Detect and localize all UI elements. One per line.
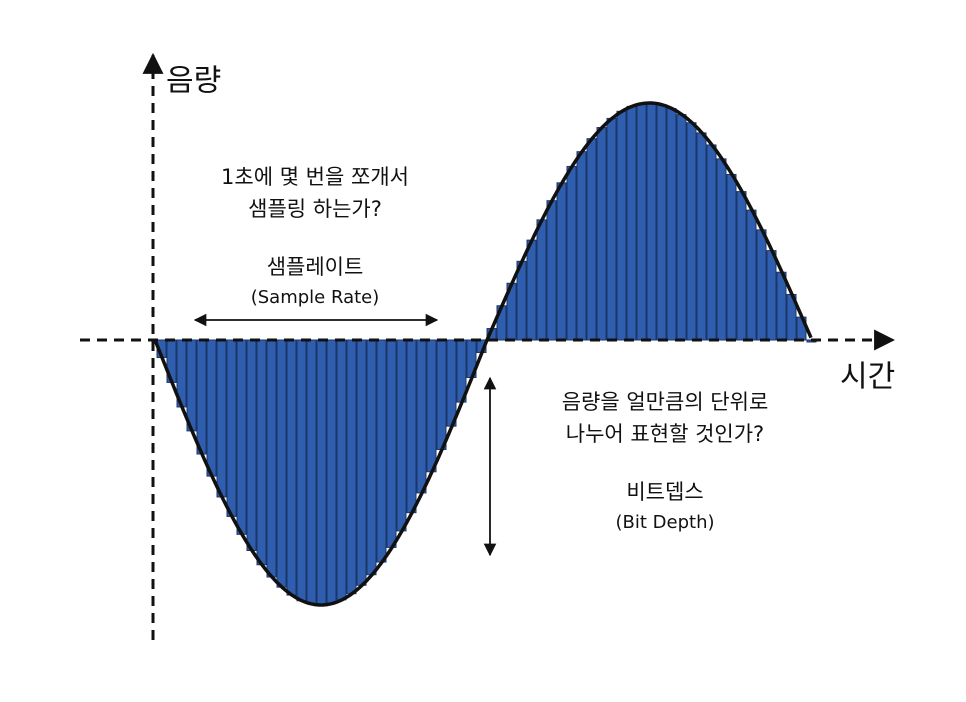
- sample-bar: [666, 108, 677, 341]
- sample-bar: [406, 339, 417, 514]
- sample-bar: [356, 339, 367, 586]
- sample-bar: [296, 339, 307, 602]
- sample-bar: [596, 127, 607, 341]
- question: 음량을 얼만큼의 단위로: [562, 390, 769, 414]
- sample-bar: [236, 339, 247, 535]
- sample-bar: [536, 219, 547, 341]
- sample-bar: [206, 339, 217, 477]
- sample-bar: [686, 122, 697, 341]
- sample-bar: [416, 339, 427, 494]
- sample-bar: [626, 105, 637, 341]
- sine-wave: [153, 101, 813, 607]
- sample-bar: [726, 173, 737, 341]
- sample-bar: [436, 339, 447, 450]
- sample-bar: [266, 339, 277, 578]
- sample-bar: [526, 239, 537, 341]
- sample-bar: [776, 271, 787, 341]
- sample-bar: [676, 114, 687, 341]
- sample-bar: [386, 339, 397, 548]
- question: 샘플링 하는가?: [248, 197, 382, 221]
- sample-bar: [326, 339, 337, 605]
- question: 1초에 몇 번을 쪼개서: [221, 165, 409, 189]
- question: 나누어 표현할 것인가?: [566, 422, 764, 446]
- sample-bar: [616, 110, 627, 341]
- x-axis-label: 시간: [840, 360, 895, 395]
- y-axis-label: 음량: [166, 64, 221, 99]
- sample-bar: [546, 200, 557, 341]
- sample-bar: [586, 138, 597, 341]
- term-title: 비트뎁스: [626, 480, 703, 504]
- sample-bar: [196, 339, 207, 455]
- sample-bar: [226, 339, 237, 517]
- sample-bar: [376, 339, 387, 563]
- sample-bar: [316, 339, 327, 606]
- sample-bar: [346, 339, 357, 595]
- sample-bar: [246, 339, 257, 551]
- term-subtitle: (Sample Rate): [251, 287, 380, 308]
- sample-bar: [716, 158, 727, 341]
- sample-bar: [736, 191, 747, 341]
- sample-bar: [286, 339, 297, 596]
- sample-bar: [186, 339, 197, 432]
- sample-bar: [706, 144, 717, 341]
- term-title: 샘플레이트: [267, 255, 364, 279]
- sample-bar: [426, 339, 437, 473]
- sample-bar: [216, 339, 227, 498]
- sample-bar: [756, 229, 767, 341]
- sample-bar: [606, 117, 617, 341]
- sample-bar: [576, 151, 587, 341]
- sample-bar: [556, 182, 567, 341]
- term-subtitle: (Bit Depth): [616, 512, 715, 533]
- sample-bar: [646, 102, 657, 341]
- sample-bar: [276, 339, 287, 588]
- sample-bar: [766, 250, 777, 341]
- sample-bar: [746, 209, 757, 341]
- sample-bar: [656, 104, 667, 341]
- sample-bar: [396, 339, 407, 532]
- sample-bar: [366, 339, 377, 576]
- sample-bar: [696, 132, 707, 341]
- sample-bar: [306, 339, 317, 605]
- sample-bar: [336, 339, 347, 601]
- sample-bar: [446, 339, 457, 427]
- sample-bar: [566, 165, 577, 341]
- sample-bar: [636, 103, 647, 341]
- sample-bar: [256, 339, 267, 566]
